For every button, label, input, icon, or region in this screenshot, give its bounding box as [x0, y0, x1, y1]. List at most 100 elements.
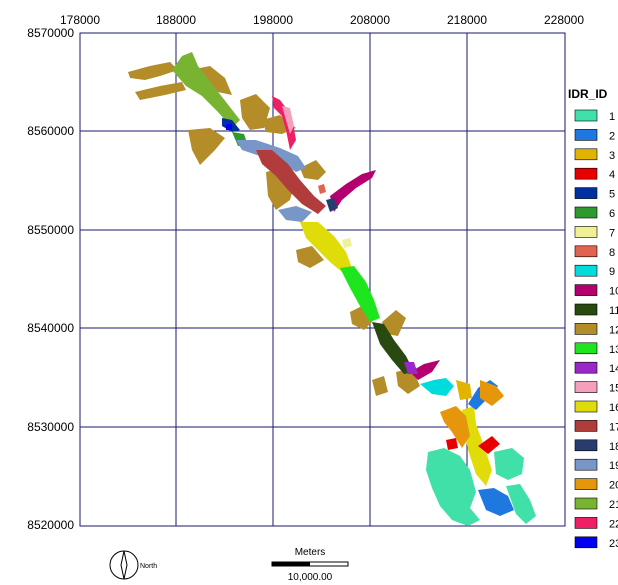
region-12 — [382, 310, 406, 336]
region-4 — [478, 436, 500, 454]
x-tick-label: 178000 — [60, 13, 100, 27]
legend-swatch — [574, 400, 598, 413]
y-tick-label: 8570000 — [27, 26, 74, 40]
legend-swatch — [574, 439, 598, 452]
region-21 — [172, 52, 240, 128]
legend-label: 17 — [609, 421, 618, 433]
y-tick-label: 8520000 — [27, 518, 74, 532]
legend-title: IDR_ID — [568, 87, 608, 101]
map-grid — [79, 32, 566, 527]
legend-label: 2 — [609, 130, 615, 142]
region-4 — [446, 438, 458, 450]
legend-label: 3 — [609, 150, 615, 162]
north-arrow: North — [109, 550, 157, 580]
legend-swatch — [574, 148, 598, 161]
y-tick-label: 8530000 — [27, 420, 74, 434]
legend-label: 19 — [609, 460, 618, 472]
region-22 — [272, 96, 296, 150]
legend-swatch — [574, 206, 598, 219]
legend-swatch — [574, 517, 598, 529]
x-tick-label: 198000 — [253, 13, 293, 27]
legend-label: 22 — [609, 518, 618, 530]
region-16 — [300, 222, 352, 272]
region-19 — [278, 206, 312, 222]
region-20 — [440, 406, 470, 448]
region-14 — [404, 362, 418, 374]
legend-swatch — [574, 478, 598, 490]
legend-swatch — [574, 129, 598, 141]
legend-label: 11 — [609, 305, 618, 317]
map-regions — [128, 52, 536, 526]
y-tick-labels: 8570000 8560000 8550000 8540000 8530000 … — [27, 26, 74, 532]
legend-swatch — [574, 109, 598, 122]
legend-swatch — [574, 342, 598, 355]
legend-label: 7 — [609, 227, 615, 239]
region-16 — [462, 406, 492, 486]
y-tick-label: 8560000 — [27, 124, 74, 138]
region-1 — [494, 448, 524, 480]
legend-label: 10 — [609, 286, 618, 298]
legend-swatch — [574, 303, 598, 316]
legend-label: 14 — [609, 363, 618, 375]
x-tick-label: 218000 — [447, 13, 487, 27]
y-tick-label: 8550000 — [27, 223, 74, 237]
region-3 — [456, 380, 472, 400]
legend-label: 20 — [609, 480, 618, 492]
legend-label: 1 — [609, 111, 615, 123]
region-12 — [300, 160, 326, 180]
x-tick-label: 208000 — [350, 13, 390, 27]
x-tick-labels: 178000 188000 198000 208000 218000 22800… — [60, 13, 584, 27]
legend-label: 16 — [609, 402, 618, 414]
region-12 — [296, 246, 324, 268]
region-12 — [188, 128, 225, 165]
region-20 — [480, 380, 504, 406]
legend-swatch — [574, 245, 598, 258]
scale-bar-value: 10,000.00 — [288, 572, 333, 583]
legend-label: 18 — [609, 441, 618, 453]
scale-bar-title: Meters — [295, 547, 326, 558]
legend-label: 23 — [609, 538, 618, 550]
legend-swatch — [574, 167, 598, 180]
legend-label: 12 — [609, 324, 618, 336]
legend-swatch — [574, 420, 598, 432]
legend-swatch — [574, 536, 598, 549]
legend-swatch — [574, 264, 598, 277]
legend-swatch — [574, 226, 598, 238]
legend-label: 9 — [609, 266, 615, 278]
legend-label: 5 — [609, 189, 615, 201]
x-tick-label: 188000 — [156, 13, 196, 27]
region-11 — [372, 322, 414, 374]
region-2 — [478, 488, 514, 516]
legend: IDR_ID 123456789101112131415161718192021… — [568, 87, 618, 550]
legend-label: 6 — [609, 208, 615, 220]
legend-swatch — [574, 497, 598, 510]
region-12 — [128, 62, 178, 80]
scale-bar-fill — [272, 562, 310, 566]
legend-swatch — [574, 284, 598, 296]
region-18 — [326, 198, 338, 212]
region-17 — [256, 150, 326, 214]
region-12 — [372, 376, 388, 396]
region-9 — [420, 378, 454, 396]
legend-label: 15 — [609, 383, 618, 395]
scale-bar: Meters 10,000.00 — [271, 547, 349, 583]
region-8 — [318, 184, 326, 194]
x-tick-label: 228000 — [544, 13, 584, 27]
legend-label: 8 — [609, 247, 615, 259]
legend-swatch — [574, 381, 598, 393]
legend-label: 13 — [609, 344, 618, 356]
region-10 — [410, 360, 440, 380]
region-23 — [226, 124, 232, 130]
map-frame — [79, 32, 566, 527]
legend-swatch — [574, 458, 598, 471]
region-7 — [342, 238, 352, 248]
north-label: North — [140, 563, 157, 570]
y-tick-label: 8540000 — [27, 321, 74, 335]
legend-swatch — [574, 361, 598, 374]
compass-icon — [120, 550, 128, 580]
region-1 — [426, 448, 480, 526]
region-10 — [330, 170, 376, 212]
legend-swatch — [574, 187, 598, 199]
legend-label: 4 — [609, 169, 615, 181]
